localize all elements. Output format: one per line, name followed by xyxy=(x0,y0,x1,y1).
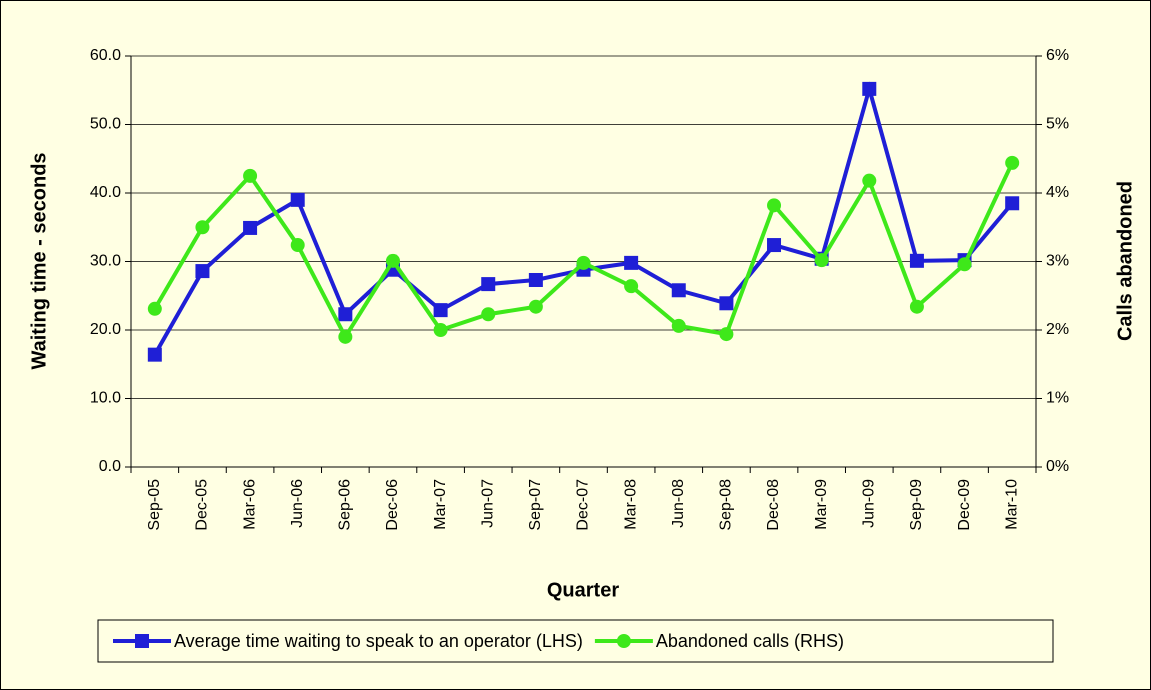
x-tick-label: Jun-07 xyxy=(479,479,496,528)
x-tick-label: Dec-07 xyxy=(575,479,592,531)
marker xyxy=(1005,196,1020,211)
y2-tick-label: 2% xyxy=(1046,321,1069,338)
marker xyxy=(433,323,448,337)
marker xyxy=(290,238,305,253)
marker xyxy=(528,272,543,287)
marker xyxy=(624,255,639,270)
x-tick-label: Sep-05 xyxy=(146,479,163,531)
marker xyxy=(243,168,258,183)
marker xyxy=(433,303,448,318)
x-tick-label: Dec-06 xyxy=(384,479,401,531)
marker xyxy=(1005,155,1020,170)
y-tick-label: 0.0 xyxy=(99,458,121,475)
x-tick-label: Dec-05 xyxy=(194,479,211,531)
marker xyxy=(338,307,353,322)
marker xyxy=(671,318,686,333)
marker xyxy=(147,301,162,316)
marker xyxy=(576,255,591,270)
y-axis-title: Waiting time - seconds xyxy=(28,152,50,369)
marker xyxy=(385,253,400,268)
marker xyxy=(719,327,734,342)
x-tick-label: Jun-09 xyxy=(861,479,878,528)
marker xyxy=(909,299,924,314)
marker xyxy=(338,329,353,344)
marker xyxy=(957,257,972,272)
x-tick-label: Mar-09 xyxy=(813,479,830,530)
x-tick-label: Sep-08 xyxy=(718,479,735,531)
marker xyxy=(290,192,305,207)
marker xyxy=(624,279,639,294)
x-tick-label: Sep-06 xyxy=(337,479,354,531)
y2-tick-label: 5% xyxy=(1046,116,1069,133)
y-tick-label: 40.0 xyxy=(90,184,121,201)
legend-box xyxy=(97,619,1054,663)
y2-tick-label: 6% xyxy=(1046,47,1069,64)
legend-marker xyxy=(616,634,631,648)
marker xyxy=(243,220,258,235)
marker xyxy=(147,347,162,362)
marker xyxy=(481,307,496,322)
legend-label: Abandoned calls (RHS) xyxy=(656,631,844,651)
x-tick-label: Mar-10 xyxy=(1003,479,1020,530)
y2-axis-title: Calls abandoned xyxy=(1114,181,1136,341)
y-tick-label: 60.0 xyxy=(90,47,121,64)
x-tick-label: Sep-09 xyxy=(908,479,925,531)
x-tick-label: Mar-06 xyxy=(241,479,258,530)
marker xyxy=(195,220,210,235)
marker xyxy=(767,238,782,253)
marker xyxy=(862,173,877,188)
marker xyxy=(719,296,734,311)
x-tick-label: Dec-09 xyxy=(956,479,973,531)
x-tick-label: Mar-08 xyxy=(622,479,639,530)
y2-tick-label: 0% xyxy=(1046,458,1069,475)
y-tick-label: 50.0 xyxy=(90,116,121,133)
legend-marker xyxy=(135,634,149,648)
y-tick-label: 20.0 xyxy=(90,321,121,338)
legend-label: Average time waiting to speak to an oper… xyxy=(174,631,583,651)
y2-tick-label: 4% xyxy=(1046,184,1069,201)
x-tick-label: Jun-06 xyxy=(289,479,306,528)
x-tick-label: Dec-08 xyxy=(765,479,782,531)
x-tick-label: Sep-07 xyxy=(527,479,544,531)
y2-tick-label: 1% xyxy=(1046,390,1069,407)
x-tick-label: Mar-07 xyxy=(432,479,449,530)
marker xyxy=(528,299,543,314)
marker xyxy=(862,81,877,96)
y-tick-label: 10.0 xyxy=(90,390,121,407)
marker xyxy=(481,277,496,292)
y2-tick-label: 3% xyxy=(1046,253,1069,270)
marker xyxy=(671,283,686,298)
marker xyxy=(767,198,782,213)
marker xyxy=(195,264,210,279)
x-axis-title: Quarter xyxy=(547,579,619,601)
y-tick-label: 30.0 xyxy=(90,253,121,270)
marker xyxy=(814,253,829,268)
x-tick-label: Jun-08 xyxy=(670,479,687,528)
marker xyxy=(909,253,924,268)
